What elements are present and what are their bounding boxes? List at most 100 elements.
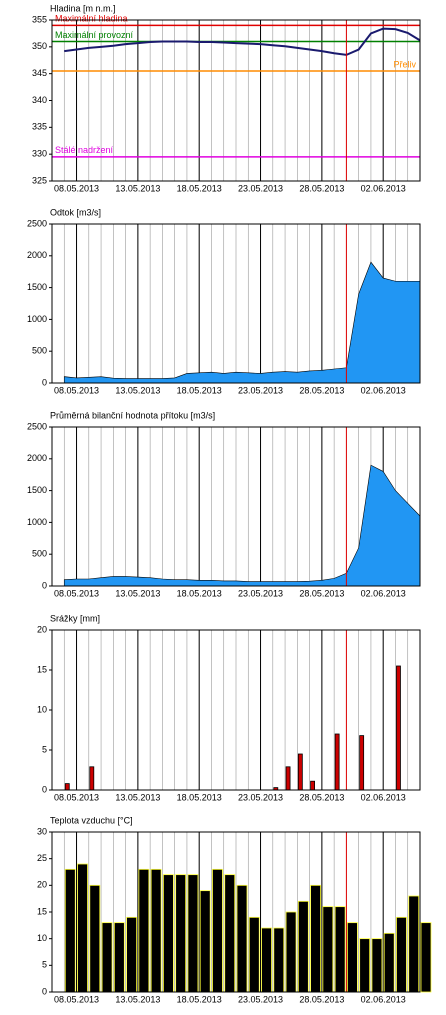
y-tick-label: 0: [42, 986, 47, 996]
plot-frame: [51, 19, 421, 182]
y-tick-label: 10: [37, 933, 47, 943]
y-tick-label: 325: [32, 175, 47, 185]
y-tick-label: 20: [37, 880, 47, 890]
x-tick-label: 18.05.2013: [177, 994, 222, 1004]
x-tick-label: 08.05.2013: [54, 792, 99, 802]
level-line: [64, 27, 421, 56]
y-tick-label: 345: [32, 68, 47, 78]
bar: [420, 922, 432, 993]
bar: [126, 916, 137, 993]
chart-title: Hladina [m n.m.]: [50, 3, 116, 13]
x-tick-label: 02.06.2013: [361, 183, 406, 193]
bar: [408, 895, 420, 993]
y-tick-label: 5: [42, 744, 47, 754]
reference-label: Maximální hladina: [55, 14, 128, 24]
bar: [359, 735, 365, 791]
bar: [396, 665, 401, 791]
chart-title: Teplota vzduchu [°C]: [50, 815, 133, 825]
bar: [77, 863, 88, 993]
x-tick-label: 23.05.2013: [238, 385, 283, 395]
flow-area: [63, 261, 421, 384]
x-tick-label: 23.05.2013: [238, 588, 283, 598]
bar: [150, 868, 162, 993]
bar: [285, 911, 297, 993]
x-tick-label: 13.05.2013: [115, 385, 160, 395]
plot-frame: [51, 223, 421, 384]
bar: [334, 906, 346, 993]
x-tick-label: 18.05.2013: [177, 588, 222, 598]
x-tick-label: 08.05.2013: [54, 588, 99, 598]
x-tick-label: 08.05.2013: [54, 183, 99, 193]
y-tick-label: 0: [42, 580, 47, 590]
x-tick-label: 28.05.2013: [299, 588, 344, 598]
y-tick-label: 500: [32, 346, 47, 356]
x-tick-label: 02.06.2013: [361, 385, 406, 395]
y-tick-label: 15: [37, 906, 47, 916]
bar: [175, 874, 187, 993]
x-tick-label: 08.05.2013: [54, 994, 99, 1004]
bar: [334, 733, 340, 791]
bar: [162, 874, 174, 993]
bar: [248, 916, 260, 993]
x-tick-label: 13.05.2013: [115, 588, 160, 598]
x-tick-label: 02.06.2013: [361, 588, 406, 598]
bar: [346, 922, 358, 993]
bar: [89, 884, 101, 993]
y-tick-label: 30: [37, 826, 47, 836]
bar: [322, 906, 334, 993]
bar: [187, 874, 199, 993]
bar: [101, 922, 113, 993]
x-tick-label: 28.05.2013: [299, 792, 344, 802]
bar: [310, 780, 316, 791]
reference-label: Stálé nadržení: [55, 145, 114, 155]
y-tick-label: 2500: [27, 218, 47, 228]
y-tick-label: 25: [37, 853, 47, 863]
y-tick-label: 1000: [27, 517, 47, 527]
y-tick-label: 355: [32, 14, 47, 24]
bar: [236, 884, 248, 993]
y-tick-label: 350: [32, 41, 47, 51]
chart-title: Odtok [m3/s]: [50, 207, 101, 217]
y-tick-label: 500: [32, 549, 47, 559]
x-tick-label: 18.05.2013: [177, 385, 222, 395]
x-tick-label: 08.05.2013: [54, 385, 99, 395]
x-tick-label: 23.05.2013: [238, 183, 283, 193]
y-tick-label: 340: [32, 95, 47, 105]
bar: [371, 938, 383, 993]
y-tick-label: 2000: [27, 250, 47, 260]
y-tick-label: 0: [42, 377, 47, 387]
bar: [359, 938, 371, 993]
y-tick-label: 1500: [27, 485, 47, 495]
bar: [64, 868, 76, 993]
bar: [396, 916, 407, 993]
x-tick-label: 13.05.2013: [115, 183, 160, 193]
bar: [310, 884, 322, 993]
x-tick-label: 28.05.2013: [299, 385, 344, 395]
x-tick-label: 28.05.2013: [299, 183, 344, 193]
x-tick-label: 18.05.2013: [177, 183, 222, 193]
y-tick-label: 1500: [27, 282, 47, 292]
bar: [89, 766, 95, 791]
x-tick-label: 02.06.2013: [361, 792, 406, 802]
bar: [383, 932, 395, 993]
y-tick-label: 335: [32, 122, 47, 132]
y-tick-label: 2500: [27, 421, 47, 431]
y-tick-label: 10: [37, 704, 47, 714]
flow-area: [63, 464, 421, 587]
bar: [297, 900, 309, 993]
y-tick-label: 5: [42, 960, 47, 970]
reference-label: Přeliv: [393, 59, 416, 69]
bar: [273, 927, 285, 993]
bar: [113, 922, 125, 993]
bar: [199, 890, 211, 993]
y-tick-label: 20: [37, 624, 47, 634]
bar: [212, 868, 223, 993]
bar: [224, 874, 236, 993]
bar: [285, 766, 291, 791]
x-tick-label: 23.05.2013: [238, 792, 283, 802]
bar: [261, 927, 272, 993]
plot-frame: [51, 629, 421, 791]
bar: [138, 868, 150, 993]
plot-frame: [51, 831, 421, 993]
